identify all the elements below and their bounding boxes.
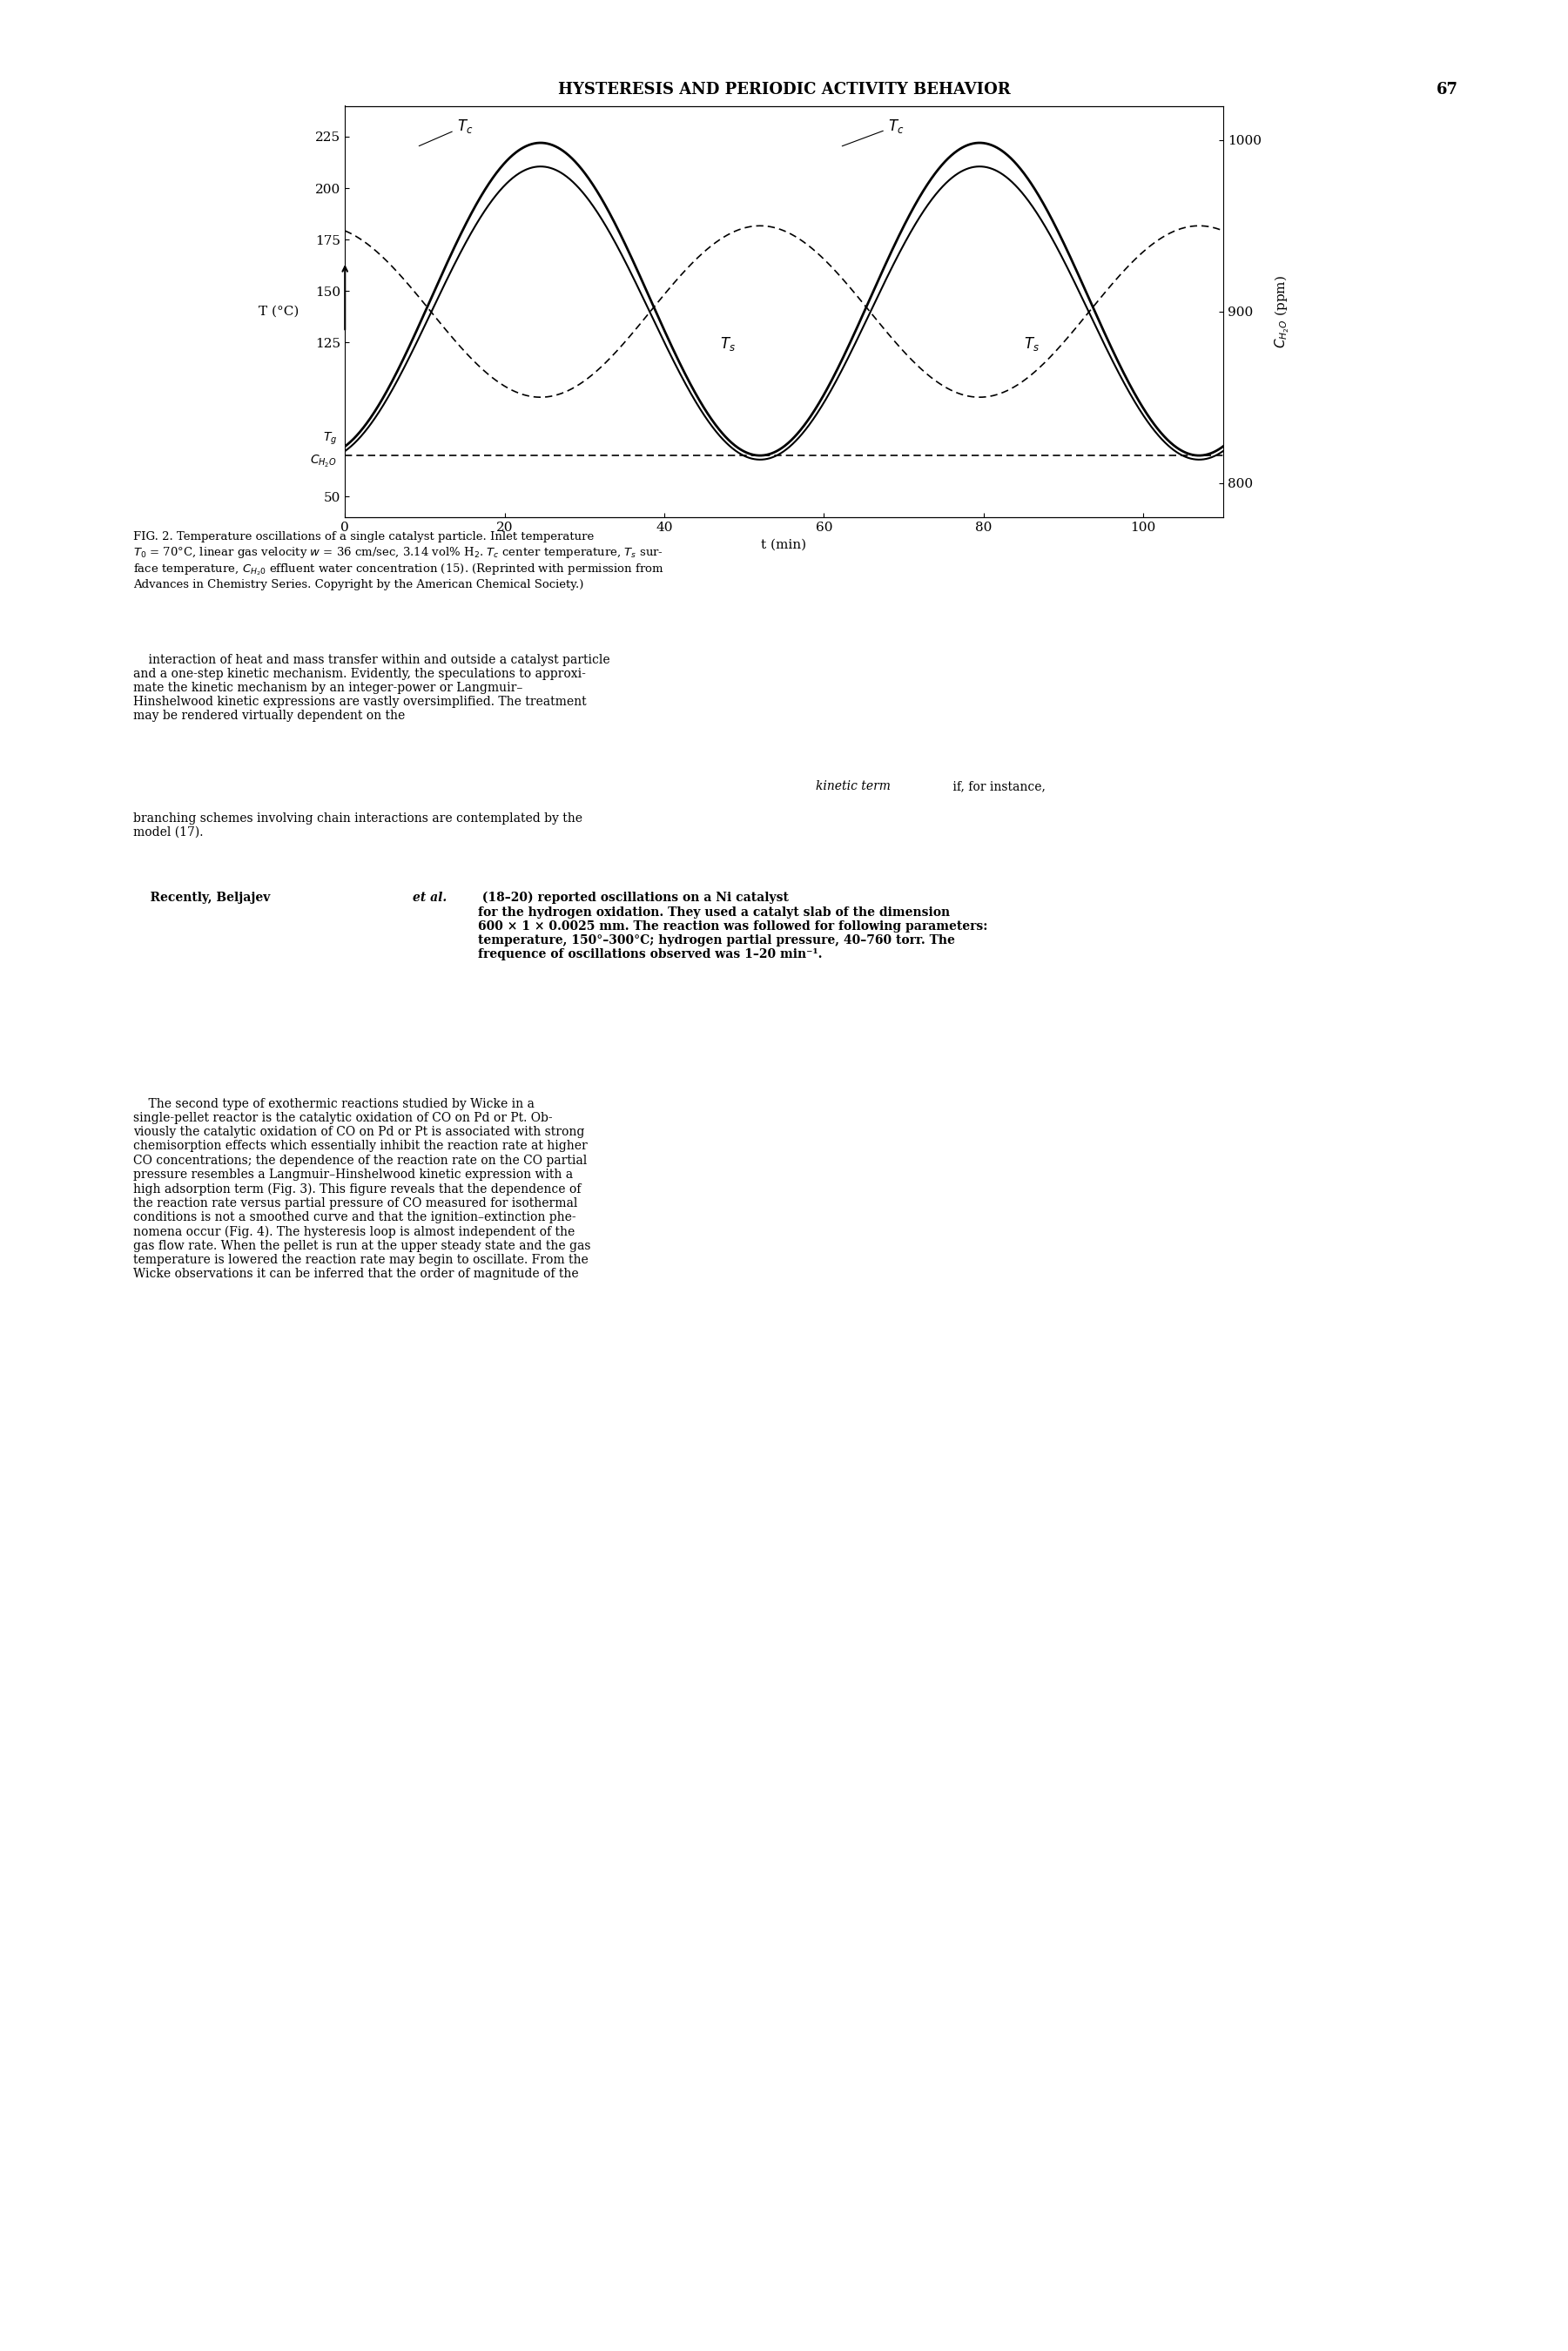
Text: HYSTERESIS AND PERIODIC ACTIVITY BEHAVIOR: HYSTERESIS AND PERIODIC ACTIVITY BEHAVIO… <box>558 82 1010 99</box>
Y-axis label: $C_{H_2O}$ (ppm): $C_{H_2O}$ (ppm) <box>1273 275 1290 348</box>
Text: $T_g$: $T_g$ <box>323 430 337 447</box>
Text: The second type of exothermic reactions studied by Wicke in a
single-pellet reac: The second type of exothermic reactions … <box>133 1098 591 1281</box>
Text: $T_s$: $T_s$ <box>1024 336 1040 353</box>
Text: Recently, Beljajev: Recently, Beljajev <box>133 891 274 903</box>
Text: if, for instance,: if, for instance, <box>949 781 1046 792</box>
Text: $T_s$: $T_s$ <box>720 336 735 353</box>
Text: branching schemes involving chain interactions are contemplated by the
model (17: branching schemes involving chain intera… <box>133 813 583 839</box>
Text: et al.: et al. <box>412 891 447 903</box>
Text: $T_c$: $T_c$ <box>419 118 472 146</box>
Text: interaction of heat and mass transfer within and outside a catalyst particle
and: interaction of heat and mass transfer wi… <box>133 654 610 722</box>
Text: FIG. 2. Temperature oscillations of a single catalyst particle. Inlet temperatur: FIG. 2. Temperature oscillations of a si… <box>133 531 665 590</box>
Text: $T_c$: $T_c$ <box>842 118 903 146</box>
Text: 67: 67 <box>1436 82 1458 99</box>
Y-axis label: T (°C): T (°C) <box>259 306 299 317</box>
Text: $C_{H_2O}$: $C_{H_2O}$ <box>310 454 337 470</box>
Text: (18–20) reported oscillations on a Ni catalyst
for the hydrogen oxidation. They : (18–20) reported oscillations on a Ni ca… <box>478 891 988 962</box>
X-axis label: t (min): t (min) <box>762 538 806 550</box>
Text: kinetic term: kinetic term <box>815 781 891 792</box>
